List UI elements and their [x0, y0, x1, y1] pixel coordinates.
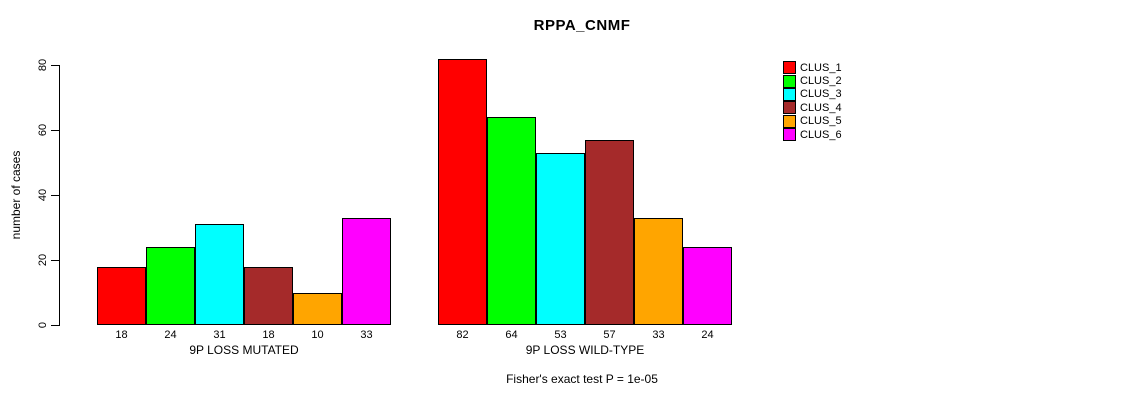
legend-label: CLUS_2	[800, 75, 842, 88]
bar-value-label: 18	[115, 329, 128, 341]
y-tick-label: 0	[37, 321, 49, 329]
legend-label: CLUS_4	[800, 101, 842, 114]
legend-color-swatch	[783, 114, 796, 128]
legend: CLUS_1 CLUS_2 CLUS_3 CLUS_4 CLUS_5 CLUS_6	[783, 61, 842, 142]
bar-clus-6	[342, 217, 391, 325]
y-tick-mark	[51, 65, 59, 66]
bar-value-label: 24	[164, 329, 177, 341]
legend-label: CLUS_3	[800, 88, 842, 101]
bar-value-label: 33	[652, 329, 665, 341]
bar-clus-3	[195, 224, 244, 325]
legend-color-swatch	[783, 61, 796, 75]
bar-clus-3	[536, 152, 585, 325]
legend-item-clus-2: CLUS_2	[783, 74, 842, 88]
group-label: 9P LOSS WILD-TYPE	[525, 343, 645, 357]
legend-label: CLUS_6	[800, 128, 842, 141]
bar-value-label: 33	[360, 329, 373, 341]
bar-clus-4	[585, 139, 634, 325]
legend-item-clus-1: CLUS_1	[783, 61, 842, 75]
bar-clus-5	[634, 217, 683, 325]
legend-item-clus-6: CLUS_6	[783, 128, 842, 142]
bar-value-label: 18	[262, 329, 275, 341]
y-tick-label: 60	[37, 123, 49, 137]
bar-clus-1	[97, 266, 146, 325]
group-label: 9P LOSS MUTATED	[189, 343, 299, 357]
legend-color-swatch	[783, 74, 796, 88]
footnote: Fisher's exact test P = 1e-05	[506, 372, 658, 386]
bar-clus-5	[293, 292, 342, 325]
bar-value-label: 64	[505, 329, 518, 341]
bar-clus-4	[244, 266, 293, 325]
bar-value-label: 10	[311, 329, 324, 341]
bar-clus-1	[438, 58, 487, 325]
bar-clus-2	[146, 247, 195, 325]
legend-label: CLUS_5	[800, 115, 842, 128]
y-tick-label: 20	[37, 253, 49, 267]
y-tick-label: 40	[37, 188, 49, 202]
bar-value-label: 24	[701, 329, 714, 341]
y-axis-line	[59, 65, 60, 326]
legend-item-clus-3: CLUS_3	[783, 87, 842, 101]
legend-color-swatch	[783, 101, 796, 115]
y-axis-label: number of cases	[9, 150, 23, 240]
bar-value-label: 57	[603, 329, 616, 341]
bar-clus-2	[487, 117, 536, 325]
bar-value-label: 82	[456, 329, 469, 341]
legend-label: CLUS_1	[800, 61, 842, 74]
legend-color-swatch	[783, 87, 796, 101]
y-tick-mark	[51, 195, 59, 196]
y-tick-mark	[51, 130, 59, 131]
legend-item-clus-4: CLUS_4	[783, 101, 842, 115]
chart-title: RPPA_CNMF	[533, 17, 631, 34]
bar-value-label: 31	[213, 329, 226, 341]
bar-clus-6	[683, 247, 732, 325]
y-tick-mark	[51, 325, 59, 326]
legend-item-clus-5: CLUS_5	[783, 114, 842, 128]
y-tick-mark	[51, 260, 59, 261]
bar-value-label: 53	[554, 329, 567, 341]
y-tick-label: 80	[37, 58, 49, 72]
legend-color-swatch	[783, 128, 796, 142]
